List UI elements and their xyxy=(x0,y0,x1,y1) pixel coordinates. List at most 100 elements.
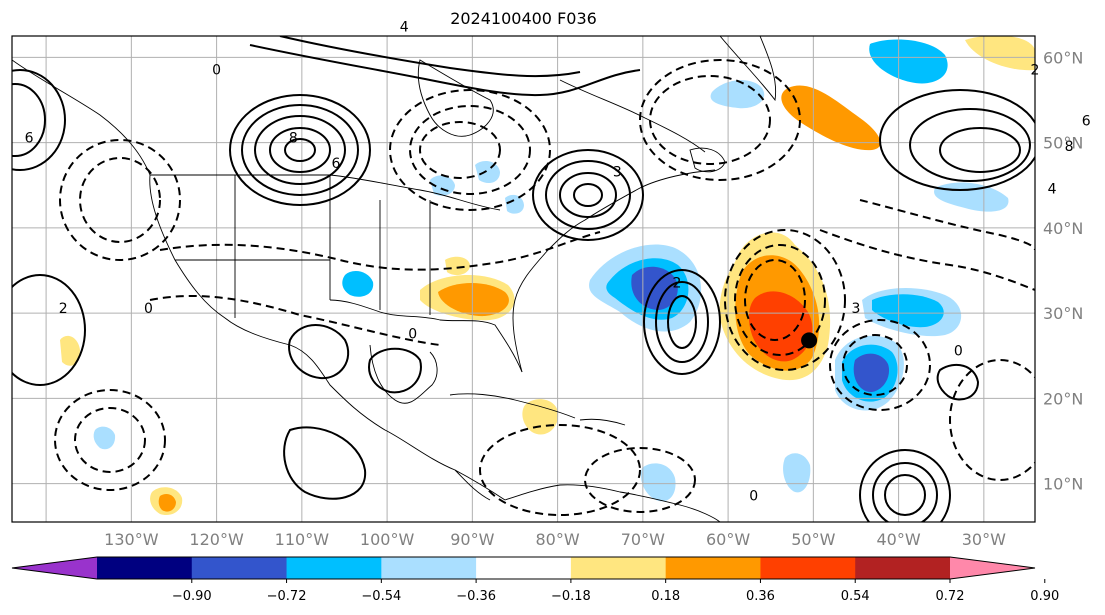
shade-positive-atlantic-3 xyxy=(748,291,813,362)
plot-title: 2024100400 F036 xyxy=(450,9,597,28)
contour-low-south xyxy=(479,424,641,516)
contour-low-nw-2 xyxy=(409,105,531,195)
longitude-label: 30°W xyxy=(962,530,1006,549)
contour-label: 3 xyxy=(613,165,622,181)
colorbar-tick-label: 0.18 xyxy=(651,589,680,604)
contour-label: 2 xyxy=(59,301,68,317)
contour-low-canada xyxy=(639,59,801,181)
colorbar-tick-label: −0.90 xyxy=(172,589,212,604)
gulf-coast xyxy=(329,299,523,373)
colorbar-bin xyxy=(570,557,667,579)
shade-positive-north xyxy=(781,85,881,151)
latitude-labels: 60°N 50°N 40°N 30°N 20°N 10°N xyxy=(1043,48,1083,493)
contour-low-pac xyxy=(54,389,166,491)
colorbar-extend-high xyxy=(950,557,1035,579)
contour-label: 6 xyxy=(331,156,340,172)
colorbar-tick-label: −0.18 xyxy=(551,589,591,604)
shade-positive-gulf-2 xyxy=(438,283,509,317)
contour-high-west-4 xyxy=(269,127,331,173)
colorbar-tick-label: 0.90 xyxy=(1030,589,1059,604)
shade-negative-east-3 xyxy=(853,353,890,393)
graticule xyxy=(12,36,1035,522)
south-america xyxy=(504,484,721,522)
contour-low-atl-2 xyxy=(734,244,826,356)
hispaniola xyxy=(579,418,626,426)
contour-high-atl-3 xyxy=(667,295,697,349)
contour-label: 3 xyxy=(852,301,861,317)
colorbar-tick-label: −0.54 xyxy=(361,589,401,604)
contour-high-far-w-2 xyxy=(12,83,46,157)
contour-neg-band-4 xyxy=(819,229,1035,291)
colorbar-bin xyxy=(665,557,761,579)
contour-high-ne-2 xyxy=(545,160,631,230)
shade-negative-canada xyxy=(475,160,500,184)
contour-label: 8 xyxy=(289,131,298,147)
contour-low-ne-2 xyxy=(842,334,908,396)
colorbar-bin xyxy=(855,557,951,579)
north-america-coast xyxy=(12,59,506,501)
contours-positive xyxy=(12,36,1035,522)
contour-label: 0 xyxy=(144,301,153,317)
latitude-label: 30°N xyxy=(1043,304,1083,323)
contour-high-se-3 xyxy=(884,474,926,516)
contour-low-west-2 xyxy=(79,157,161,243)
longitude-label: 100°W xyxy=(360,530,415,549)
contour-low-nw xyxy=(389,89,551,211)
coastlines xyxy=(12,36,777,522)
contour-low-nw-3 xyxy=(419,121,501,179)
longitude-labels: 130°W 120°W 110°W 100°W 90°W 80°W 70°W 60°W 50°W… xyxy=(104,530,1006,549)
colorbar-bin xyxy=(381,557,477,579)
contour-neg-band-2 xyxy=(149,295,441,346)
contour-north-band-2 xyxy=(279,36,581,78)
contour-high-sw xyxy=(12,274,86,386)
colorbar-bin xyxy=(476,557,572,579)
contour-high-atl xyxy=(643,269,721,375)
contour-zero-gulf xyxy=(288,324,350,380)
contour-low-pac-2 xyxy=(74,407,146,473)
storm-center-marker xyxy=(801,332,818,349)
colorbar-bin xyxy=(191,557,288,579)
contour-label: 6 xyxy=(1082,114,1091,130)
latitude-label: 40°N xyxy=(1043,219,1083,238)
us-states xyxy=(175,175,431,318)
contour-low-south-2 xyxy=(584,447,696,513)
shade-negative-pac xyxy=(93,426,116,450)
longitude-label: 120°W xyxy=(189,530,244,549)
contour-high-west-5 xyxy=(284,138,316,162)
shade-negative-east-far xyxy=(934,182,1009,212)
colorbar-bin xyxy=(760,557,856,579)
contour-label: 8 xyxy=(1065,139,1074,155)
colorbar-bin xyxy=(286,557,382,579)
contour-zero-east xyxy=(936,363,980,401)
contour-label: 0 xyxy=(954,344,963,360)
longitude-label: 80°W xyxy=(536,530,580,549)
contour-label: 0 xyxy=(749,489,758,505)
contour-high-west-2 xyxy=(241,104,359,196)
shade-positive-ne-corner xyxy=(965,36,1035,71)
contour-label: 0 xyxy=(212,62,221,78)
contour-low-atl xyxy=(724,229,846,371)
contour-high-se xyxy=(859,449,951,522)
contour-high-ne-3 xyxy=(559,172,617,218)
shade-negative-south-2 xyxy=(640,463,676,502)
latitude-label: 60°N xyxy=(1043,48,1083,67)
shade-negative-midwest xyxy=(342,270,374,297)
contour-high-ne-4 xyxy=(573,183,603,207)
contour-neg-band xyxy=(159,231,601,271)
contour-high-ne xyxy=(532,149,644,241)
colorbar-tick-label: 0.36 xyxy=(746,589,775,604)
latitude-label: 10°N xyxy=(1043,475,1083,494)
shade-negative-south xyxy=(783,453,811,493)
contour-low-se xyxy=(949,359,1035,481)
mexico-coast xyxy=(369,344,438,404)
shade-positive-gulf-3 xyxy=(445,256,470,276)
shade-negative-north xyxy=(869,39,948,84)
labrador xyxy=(559,79,706,153)
colorbar-tick-label: 0.54 xyxy=(841,589,870,604)
canada-border xyxy=(150,174,501,211)
central-america xyxy=(454,469,491,501)
latitude-label: 50°N xyxy=(1043,134,1083,153)
latitude-label: 20°N xyxy=(1043,389,1083,408)
contour-zero-south xyxy=(283,426,367,500)
